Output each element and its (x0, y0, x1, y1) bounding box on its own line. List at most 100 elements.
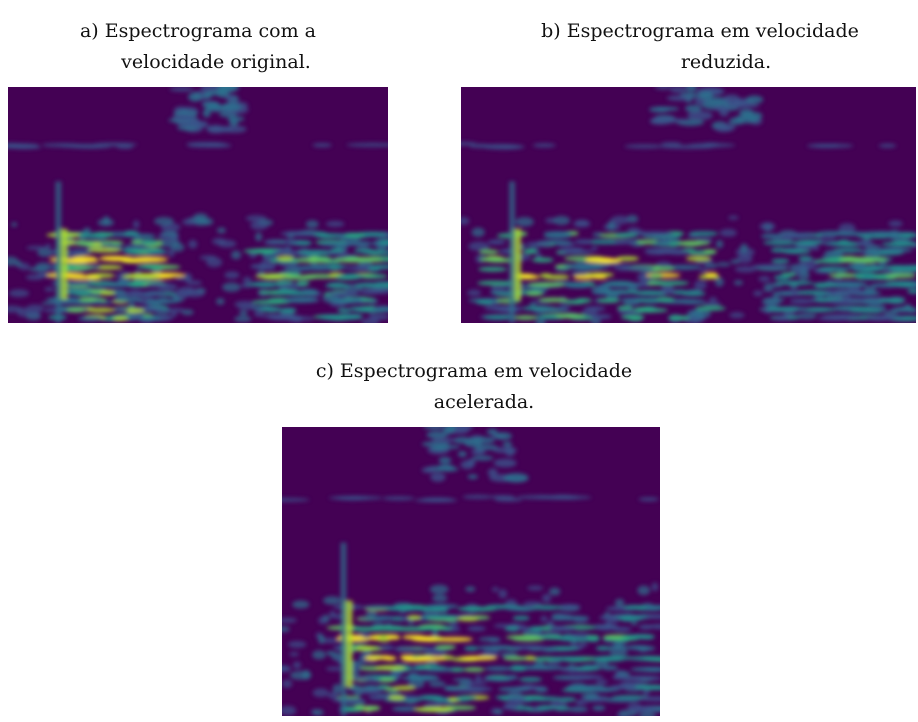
blob (463, 495, 493, 499)
blob (543, 231, 572, 236)
blob (621, 315, 645, 320)
blob (388, 695, 405, 700)
blob (318, 634, 325, 644)
blob (328, 264, 343, 269)
blob (438, 637, 472, 642)
blob (463, 667, 485, 672)
blob (186, 142, 226, 146)
blob (234, 316, 251, 322)
blob (217, 90, 229, 98)
blob (492, 587, 499, 592)
blob (728, 216, 738, 220)
caption-line: acelerada. (434, 391, 534, 413)
blob (288, 641, 306, 648)
blob (776, 291, 793, 296)
blob (539, 297, 569, 302)
blob (596, 646, 611, 651)
blob (278, 618, 297, 624)
blob (796, 240, 823, 245)
blob (478, 267, 507, 272)
blob (414, 607, 449, 612)
blob (419, 676, 433, 681)
blob (649, 106, 669, 112)
blob (435, 645, 456, 650)
blob (188, 240, 197, 249)
blob (346, 143, 398, 147)
blob (222, 282, 241, 291)
caption-line: a) Espectrograma com a (80, 20, 316, 42)
blob (774, 275, 790, 280)
blob (879, 248, 913, 253)
blob (532, 307, 568, 312)
blob (255, 498, 309, 502)
blob (171, 311, 177, 317)
blob (699, 268, 708, 272)
blob (294, 258, 331, 263)
blob (730, 100, 748, 106)
blob (639, 635, 655, 640)
blob (864, 249, 882, 254)
blob (832, 289, 867, 294)
blob (371, 264, 393, 269)
blob (609, 645, 628, 650)
blob (297, 250, 329, 255)
spectrogram-background (282, 427, 660, 716)
blob (326, 221, 345, 227)
blob (354, 248, 376, 253)
blob (720, 229, 737, 237)
blob (26, 312, 40, 317)
blob (458, 217, 470, 225)
blob (668, 315, 690, 320)
blob (797, 290, 827, 295)
blob (540, 616, 548, 622)
blob (655, 85, 672, 89)
blob (651, 117, 679, 124)
blob (354, 705, 366, 710)
blob (250, 264, 267, 269)
blob (510, 645, 548, 650)
blob (393, 685, 416, 690)
blob (423, 667, 455, 672)
blob (467, 459, 476, 467)
blob (670, 86, 687, 92)
blob (889, 241, 912, 246)
blob (533, 143, 556, 147)
blob (654, 241, 671, 246)
blob (88, 308, 115, 313)
blob (667, 95, 692, 101)
blob (639, 497, 659, 501)
blob (677, 241, 710, 246)
blob (526, 291, 543, 296)
blob (729, 117, 745, 125)
blob (651, 281, 689, 286)
blob (568, 707, 589, 712)
blob (485, 666, 512, 671)
blob (407, 615, 421, 620)
blob (576, 700, 583, 705)
blob (484, 145, 522, 149)
blob (264, 240, 282, 245)
blob (468, 474, 478, 479)
blob (357, 616, 388, 621)
blob (497, 307, 520, 312)
blob (573, 275, 594, 280)
blob (364, 685, 378, 690)
blob (615, 599, 625, 607)
blob (354, 283, 382, 288)
blob (661, 289, 676, 294)
blob (685, 84, 697, 92)
blob (141, 239, 158, 244)
blob (554, 706, 570, 711)
blob (498, 687, 531, 692)
blob (624, 144, 664, 148)
blob (129, 291, 168, 296)
blob (655, 249, 674, 254)
blob (216, 298, 225, 305)
blob (432, 629, 438, 637)
blob (172, 114, 197, 120)
blob (312, 143, 331, 147)
onset (509, 181, 515, 323)
blob (44, 287, 54, 292)
blob (625, 676, 663, 681)
blob (510, 666, 527, 671)
